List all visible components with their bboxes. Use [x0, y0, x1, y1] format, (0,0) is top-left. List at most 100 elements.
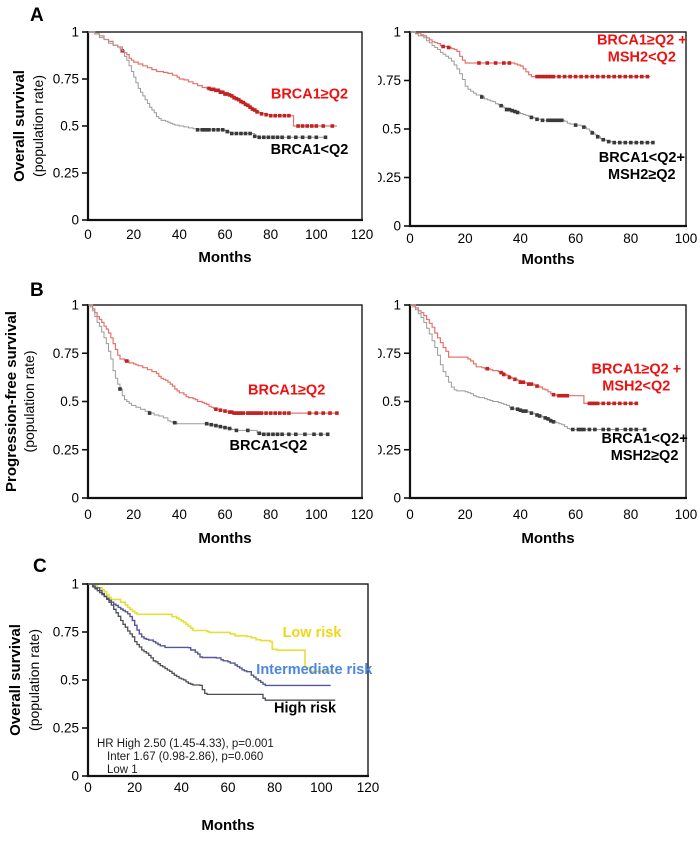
x-tick-label: 60 [220, 780, 235, 795]
y-tick-label: 0.5 [60, 119, 79, 134]
chart-overall-survival-brca1-msh2: 0 0.25 0.5 0.75 1 0 20 40 60 80 100 Months BRCA1≥Q2 … [375, 6, 700, 278]
x-tick-label: 80 [267, 780, 282, 795]
y-tick-label: 0.25 [378, 170, 401, 185]
series-label-1: BRCA1<Q2+ [599, 150, 685, 166]
panel-label-b: B [30, 280, 44, 301]
y-tick-label: 0.25 [378, 442, 401, 457]
x-tick-label: 120 [351, 507, 374, 522]
series-label-1: BRCA1<Q2+ [601, 431, 687, 447]
y-tick-label: 0 [393, 491, 401, 506]
chart-overall-survival-risk-groups: 0 0.25 0.5 0.75 1 0 20 40 60 80 100 120 Months Overal… [0, 558, 400, 843]
x-tick-label: 40 [513, 507, 528, 522]
y-tick-label: 1 [393, 25, 401, 40]
y-axis-title: Overall survival [7, 624, 24, 736]
x-tick-label: 80 [623, 507, 638, 522]
y-axis-subtitle: (population rate) [21, 351, 37, 453]
y-tick-label: 0.25 [53, 442, 79, 457]
km-curve-2 [88, 583, 336, 701]
series-label-0: BRCA1≥Q2 [271, 87, 348, 103]
x-tick-label: 0 [84, 227, 92, 242]
km-curve-1 [88, 304, 328, 435]
x-tick-label: 60 [568, 231, 583, 246]
x-tick-label: 0 [406, 507, 414, 522]
plot-border [409, 304, 687, 499]
panel-label-a: A [30, 5, 44, 26]
km-plot-b-right: 0 0.25 0.5 0.75 1 0 20 40 60 80 100 Months BRCA1≥Q2 … [375, 298, 698, 548]
x-tick-label: 100 [675, 507, 698, 522]
x-tick-label: 0 [84, 780, 92, 795]
x-axis-title: Months [521, 251, 574, 268]
km-plot-b-left: 0 0.25 0.5 0.75 1 0 20 40 60 80 100 120 Months Progre… [3, 298, 374, 548]
series-label-1: MSH2≥Q2 [608, 167, 676, 183]
censor-marks-1 [195, 128, 328, 140]
x-tick-label: 0 [406, 231, 414, 246]
y-tick-label: 0.5 [382, 122, 401, 137]
series-label-1: Intermediate risk [256, 662, 373, 678]
y-tick-label: 0.25 [53, 166, 79, 181]
series-label-0: Low risk [283, 625, 343, 641]
series-label-2: High risk [274, 701, 337, 717]
x-tick-label: 60 [217, 227, 232, 242]
series-label-1: BRCA1<Q2 [230, 438, 308, 454]
y-tick-label: 0.75 [53, 72, 79, 87]
y-tick-label: 1 [71, 25, 79, 40]
censor-marks-0 [441, 44, 650, 79]
panel-label-c: C [33, 556, 47, 577]
x-tick-label: 40 [172, 507, 187, 522]
y-axis-subtitle: (population rate) [30, 75, 46, 177]
km-plot-c: 0 0.25 0.5 0.75 1 0 20 40 60 80 100 120 Months Overal… [7, 577, 380, 835]
x-tick-label: 100 [310, 780, 333, 795]
chart-overall-survival-brca1: 0 0.25 0.5 0.75 1 0 20 40 60 80 100 120 Months Overal… [0, 6, 375, 278]
censor-marks-0 [485, 366, 639, 406]
y-tick-label: 0.5 [60, 673, 79, 688]
x-tick-label: 20 [458, 507, 473, 522]
x-axis-title: Months [198, 249, 251, 266]
y-axis-title: Overall survival [11, 70, 28, 182]
x-axis-title: Months [201, 817, 254, 834]
x-tick-label: 40 [172, 227, 187, 242]
x-tick-label: 60 [568, 507, 583, 522]
km-curve-0 [88, 31, 337, 127]
censor-marks-0 [125, 359, 339, 415]
y-tick-label: 0.75 [378, 346, 401, 361]
x-tick-label: 80 [623, 231, 638, 246]
y-tick-label: 1 [71, 298, 79, 313]
x-tick-label: 20 [458, 231, 473, 246]
hr-annotation-line: Low 1 [107, 764, 138, 776]
x-tick-label: 40 [174, 780, 189, 795]
y-tick-label: 1 [393, 298, 401, 313]
y-tick-label: 0 [71, 769, 79, 784]
chart-pfs-brca1-msh2: 0 0.25 0.5 0.75 1 0 20 40 60 80 100 Months BRCA1≥Q2 … [375, 281, 700, 557]
x-tick-label: 120 [357, 780, 380, 795]
x-axis-title: Months [198, 530, 251, 547]
censor-marks-1 [510, 406, 647, 432]
y-tick-label: 1 [71, 577, 79, 592]
x-tick-label: 60 [217, 507, 232, 522]
x-tick-label: 100 [305, 507, 328, 522]
hr-annotation-line: Inter 1.67 (0.98-2.86), p=0.060 [107, 751, 263, 763]
x-tick-label: 20 [126, 227, 141, 242]
y-tick-label: 0 [393, 219, 401, 234]
km-curve-0 [88, 583, 333, 673]
y-tick-label: 0.75 [378, 73, 401, 88]
km-curve-1 [88, 583, 331, 687]
km-curve-0 [410, 31, 651, 78]
x-tick-label: 20 [126, 507, 141, 522]
chart-pfs-brca1: 0 0.25 0.5 0.75 1 0 20 40 60 80 100 120 Months Progre… [0, 281, 375, 557]
x-tick-label: 80 [263, 227, 278, 242]
km-curve-1 [88, 31, 326, 138]
series-label-1: MSH2≥Q2 [611, 448, 679, 464]
y-axis-title: Progression-free survival [3, 311, 20, 492]
km-curve-0 [410, 304, 637, 404]
x-tick-label: 100 [305, 227, 328, 242]
series-label-0: BRCA1≥Q2 + [597, 33, 687, 49]
y-tick-label: 0.75 [53, 346, 79, 361]
x-tick-label: 120 [351, 227, 374, 242]
km-plot-a-left: 0 0.25 0.5 0.75 1 0 20 40 60 80 100 120 Months Overal… [11, 25, 374, 267]
y-tick-label: 0 [71, 491, 79, 506]
series-label-0: MSH2<Q2 [602, 379, 670, 395]
x-tick-label: 80 [263, 507, 278, 522]
x-tick-label: 40 [513, 231, 528, 246]
series-label-0: BRCA1≥Q2 + [591, 362, 681, 378]
